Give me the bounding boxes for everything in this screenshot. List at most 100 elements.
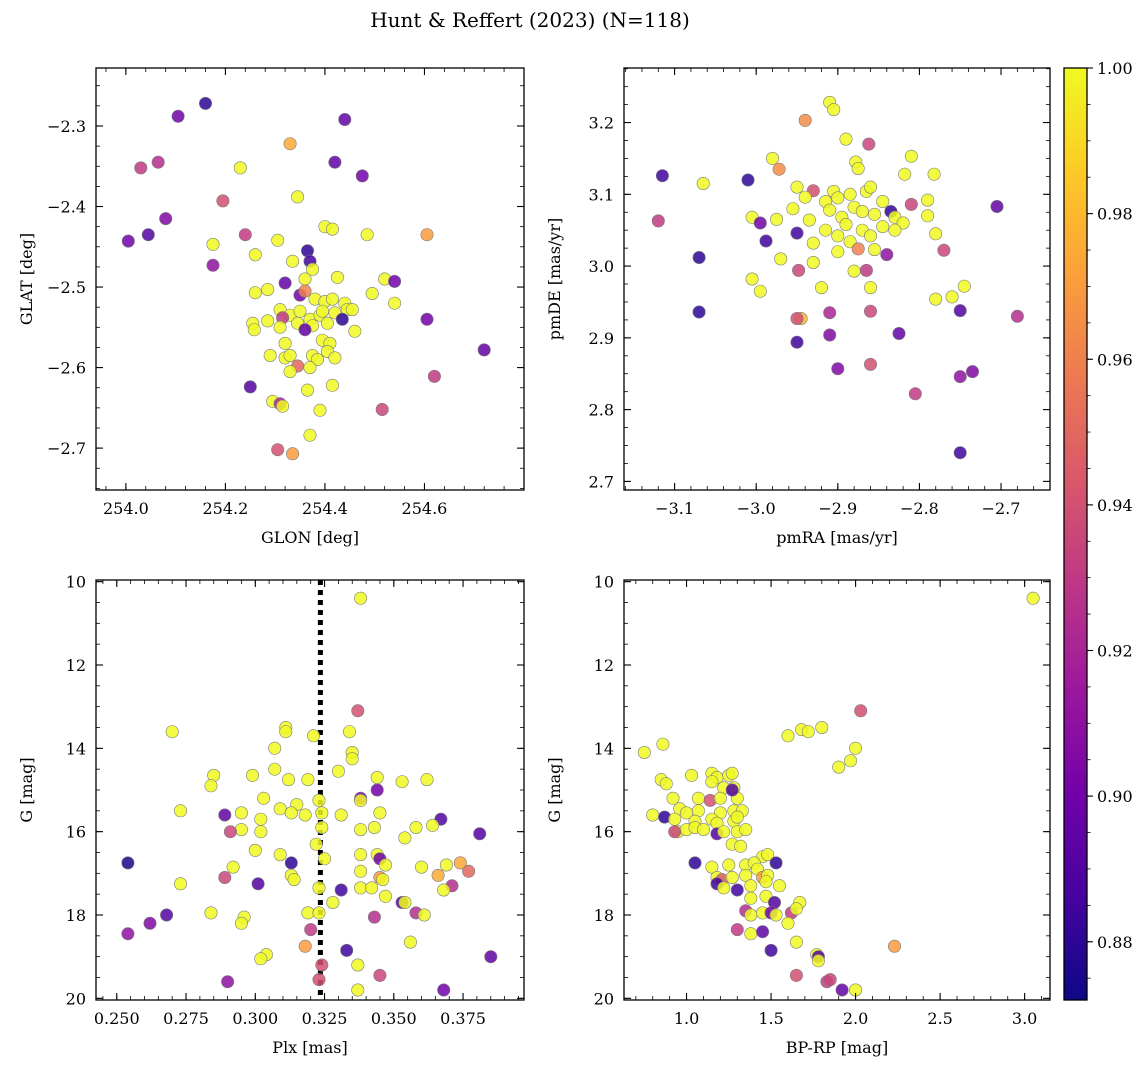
data-point <box>313 973 325 985</box>
data-point <box>790 969 802 981</box>
data-point <box>368 911 380 923</box>
x-tick-label: 2.0 <box>843 1009 868 1028</box>
data-point <box>426 819 438 831</box>
data-point <box>909 388 921 400</box>
data-point <box>667 792 679 804</box>
y-tick-label: 2.8 <box>589 401 614 420</box>
y-tick-label: 12 <box>594 656 614 675</box>
data-point <box>647 809 659 821</box>
data-point <box>954 370 966 382</box>
colorbar: 0.880.900.920.940.960.981.00 <box>1064 59 1133 1000</box>
data-point <box>371 784 383 796</box>
points <box>122 97 490 460</box>
data-point <box>726 871 738 883</box>
x-axis-label: pmRA [mas/yr] <box>776 528 898 547</box>
data-point <box>816 721 828 733</box>
data-point <box>421 773 433 785</box>
data-point <box>286 448 298 460</box>
data-point <box>279 337 291 349</box>
data-point <box>881 248 893 260</box>
data-point <box>388 297 400 309</box>
data-point <box>368 821 380 833</box>
data-point <box>697 177 709 189</box>
x-tick-label: 254.2 <box>202 499 248 518</box>
data-point <box>958 280 970 292</box>
x-tick-label: 2.5 <box>927 1009 952 1028</box>
y-tick-label: 3.1 <box>589 185 614 204</box>
data-point <box>946 291 958 303</box>
y-tick-label: −2.4 <box>47 198 86 217</box>
data-point <box>257 792 269 804</box>
data-point <box>335 809 347 821</box>
y-tick-label: −2.7 <box>47 439 86 458</box>
data-point <box>832 246 844 258</box>
points <box>652 96 1024 459</box>
data-point <box>288 873 300 885</box>
data-point <box>432 869 444 881</box>
y-tick-label: 20 <box>594 989 614 1008</box>
data-point <box>224 826 236 838</box>
data-point <box>302 773 314 785</box>
x-tick-label: −2.7 <box>982 499 1021 518</box>
data-point <box>754 217 766 229</box>
data-point <box>274 321 286 333</box>
data-point <box>346 303 358 315</box>
points <box>638 592 1039 996</box>
data-point <box>332 765 344 777</box>
y-axis-label: pmDE [mas/yr] <box>545 218 564 341</box>
data-point <box>316 821 328 833</box>
data-point <box>349 325 361 337</box>
data-point <box>921 210 933 222</box>
data-point <box>921 194 933 206</box>
data-point <box>341 944 353 956</box>
y-tick-label: 2.9 <box>589 329 614 348</box>
data-point <box>144 917 156 929</box>
data-point <box>864 181 876 193</box>
data-point <box>299 809 311 821</box>
data-point <box>791 227 803 239</box>
x-tick-label: 0.250 <box>94 1009 140 1028</box>
data-point <box>410 821 422 833</box>
data-point <box>775 253 787 265</box>
data-point <box>824 204 836 216</box>
y-tick-label: 3.0 <box>589 257 614 276</box>
data-point <box>352 959 364 971</box>
data-point <box>421 229 433 241</box>
data-point <box>304 361 316 373</box>
data-point <box>855 705 867 717</box>
data-point <box>966 365 978 377</box>
data-point <box>770 909 782 921</box>
x-tick-label: 3.0 <box>1012 1009 1037 1028</box>
data-point <box>274 848 286 860</box>
data-point <box>889 224 901 236</box>
x-tick-label: 254.6 <box>402 499 448 518</box>
data-point <box>836 984 848 996</box>
data-point <box>812 955 824 967</box>
y-axis-label: G [mag] <box>545 757 564 822</box>
y-tick-label: 10 <box>594 573 614 592</box>
data-point <box>327 896 339 908</box>
data-point <box>657 738 669 750</box>
data-point <box>326 293 338 305</box>
data-point <box>160 909 172 921</box>
data-point <box>388 275 400 287</box>
data-point <box>723 859 735 871</box>
data-point <box>864 358 876 370</box>
data-point <box>356 170 368 182</box>
x-axis-label: Plx [mas] <box>272 1038 347 1057</box>
data-point <box>428 370 440 382</box>
data-point <box>819 224 831 236</box>
data-point <box>326 223 338 235</box>
data-point <box>693 306 705 318</box>
data-point <box>316 959 328 971</box>
data-point <box>905 198 917 210</box>
data-point <box>354 794 366 806</box>
data-point <box>122 857 134 869</box>
data-point <box>824 973 836 985</box>
data-point <box>656 170 668 182</box>
data-point <box>399 832 411 844</box>
data-point <box>824 307 836 319</box>
y-axis-label: GLAT [deg] <box>17 233 36 325</box>
data-point <box>174 805 186 817</box>
data-point <box>766 152 778 164</box>
